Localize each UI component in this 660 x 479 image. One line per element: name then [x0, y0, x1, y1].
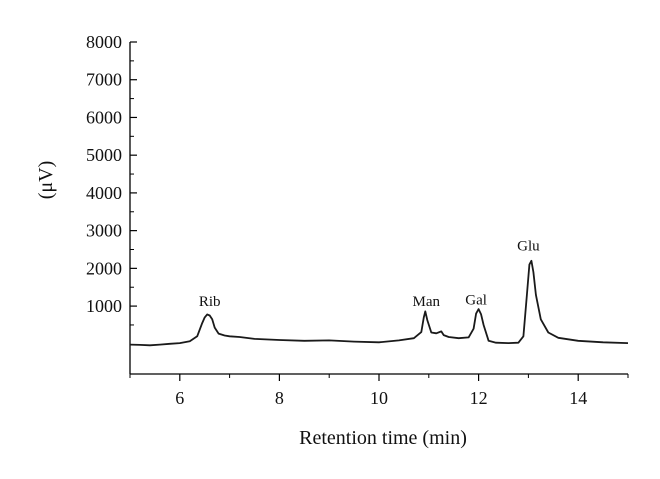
x-ticks: 6 8 10 12 14	[129, 374, 629, 408]
peak-label-glu: Glu	[517, 238, 540, 254]
x-tick-label: 6	[175, 388, 184, 408]
peak-label-gal: Gal	[465, 293, 487, 309]
x-tick-label: 12	[470, 388, 488, 408]
y-tick-label: 1000	[86, 296, 122, 316]
y-tick-label: 8000	[86, 32, 122, 52]
x-axis-title: Retention time (min)	[299, 427, 467, 449]
y-ticks: 1000 2000 3000 4000 5000 6000 7000 8000	[86, 32, 137, 326]
x-tick-label: 10	[370, 388, 388, 408]
y-tick-label: 4000	[86, 183, 122, 203]
y-tick-label: 2000	[86, 258, 122, 278]
y-tick-label: 7000	[86, 70, 122, 90]
axes	[129, 42, 628, 375]
y-tick-label: 6000	[86, 107, 122, 127]
y-axis-title: (μV)	[35, 161, 57, 200]
y-tick-label: 3000	[86, 221, 122, 241]
y-tick-label: 5000	[86, 145, 122, 165]
series-group	[129, 259, 629, 347]
peak-label-man: Man	[413, 294, 441, 310]
peak-label-rib: Rib	[199, 294, 221, 310]
peak-annotations: Rib Man Gal Glu	[199, 238, 540, 310]
chromatogram-line	[129, 259, 629, 347]
x-tick-label: 14	[569, 388, 587, 408]
x-tick-label: 8	[275, 388, 284, 408]
